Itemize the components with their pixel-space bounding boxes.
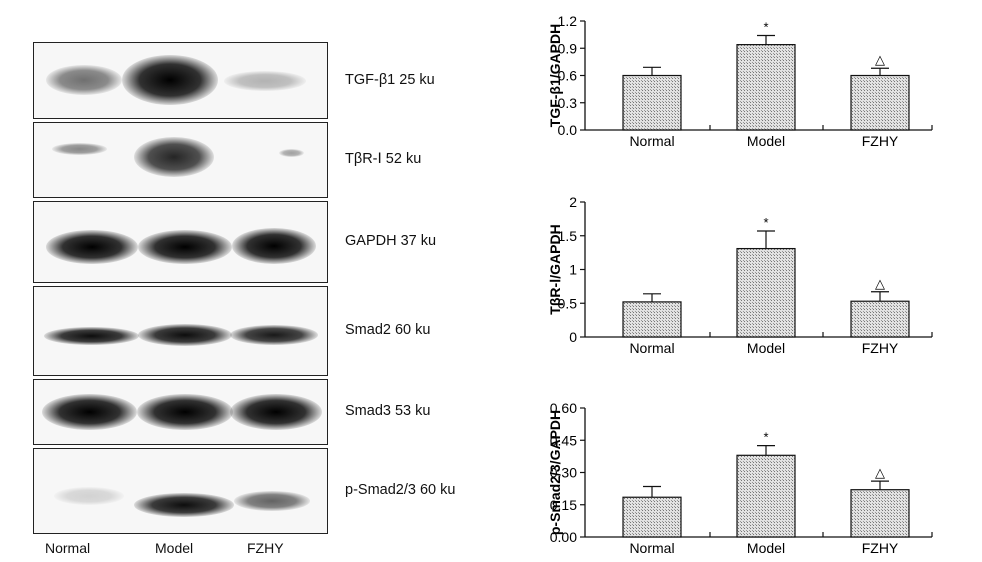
blot-label: Smad3 53 ku — [345, 403, 431, 419]
x-tick-label: FZHY — [862, 340, 899, 356]
bar — [736, 44, 796, 131]
blot-band — [46, 230, 138, 264]
bar — [850, 74, 910, 131]
bar — [850, 300, 910, 338]
lane-label: Normal — [45, 540, 91, 556]
blot-label: TGF-β1 25 ku — [345, 71, 435, 88]
blot-strip — [33, 42, 328, 119]
y-tick-label: 0.45 — [550, 432, 577, 448]
blot-label: TβR-Ⅰ 52 ku — [345, 151, 422, 167]
blot-band — [230, 394, 322, 430]
blot-band — [279, 149, 304, 157]
y-tick-label: 0.30 — [550, 465, 577, 481]
x-tick-label: FZHY — [862, 540, 899, 556]
blot-strip — [33, 379, 328, 445]
blot-band — [224, 71, 306, 91]
blot-band — [137, 394, 233, 430]
bar — [736, 247, 796, 338]
y-tick-label: 0.0 — [558, 122, 578, 138]
significance-marker: * — [763, 20, 768, 35]
bar — [736, 454, 796, 538]
blot-band — [54, 487, 124, 505]
blot-label: Smad2 60 ku — [345, 322, 431, 338]
y-tick-label: 1 — [569, 262, 577, 278]
blot-band — [138, 230, 232, 264]
western-blot-panel — [33, 42, 330, 537]
blot-band — [134, 493, 234, 517]
y-tick-label: 0.5 — [558, 295, 578, 311]
y-tick-label: 1.5 — [558, 228, 578, 244]
y-axis-label: p-Smad2/3/GAPDH — [547, 410, 563, 535]
x-tick-label: Model — [747, 133, 785, 149]
significance-marker: * — [763, 215, 768, 230]
bar — [850, 489, 910, 538]
blot-band — [230, 325, 318, 345]
x-tick-label: FZHY — [862, 133, 899, 149]
y-axis-label: TGF-β1/GAPDH — [547, 24, 563, 127]
bar — [622, 74, 682, 131]
blot-strip — [33, 286, 328, 376]
blot-band — [232, 228, 316, 264]
lane-label: Model — [155, 540, 194, 556]
y-tick-label: 0 — [569, 329, 577, 345]
y-tick-label: 0.00 — [550, 529, 577, 545]
blot-band — [52, 143, 107, 155]
y-tick-label: 0.3 — [558, 95, 578, 111]
y-tick-label: 0.15 — [550, 497, 577, 513]
blot-band — [44, 327, 139, 345]
x-tick-label: Model — [747, 540, 785, 556]
y-tick-label: 1.2 — [558, 13, 578, 29]
blot-label: p-Smad2/3 60 ku — [345, 482, 456, 498]
x-tick-label: Model — [747, 340, 785, 356]
blot-band — [46, 65, 122, 95]
blot-strip — [33, 122, 328, 198]
significance-marker: △ — [875, 52, 885, 67]
y-tick-label: 2 — [569, 194, 577, 210]
y-tick-label: 0.6 — [558, 68, 578, 84]
y-axis-label: TβR-Ⅰ/GAPDH — [547, 224, 563, 314]
y-tick-label: 0.60 — [550, 400, 577, 416]
y-tick-label: 0.9 — [558, 40, 578, 56]
blot-label: GAPDH 37 ku — [345, 233, 437, 249]
blot-band — [134, 137, 214, 177]
blot-band — [122, 55, 218, 105]
bar — [622, 301, 682, 338]
x-tick-label: Normal — [629, 340, 674, 356]
blot-strip — [33, 448, 328, 534]
blot-strip — [33, 201, 328, 283]
significance-marker: △ — [875, 276, 885, 291]
blot-band — [138, 324, 232, 346]
blot-band — [234, 491, 310, 511]
blot-band — [42, 394, 137, 430]
x-tick-label: Normal — [629, 540, 674, 556]
significance-marker: △ — [875, 465, 885, 480]
significance-marker: * — [763, 430, 768, 445]
x-tick-label: Normal — [629, 133, 674, 149]
lane-label: FZHY — [247, 540, 284, 556]
bar — [622, 496, 682, 538]
